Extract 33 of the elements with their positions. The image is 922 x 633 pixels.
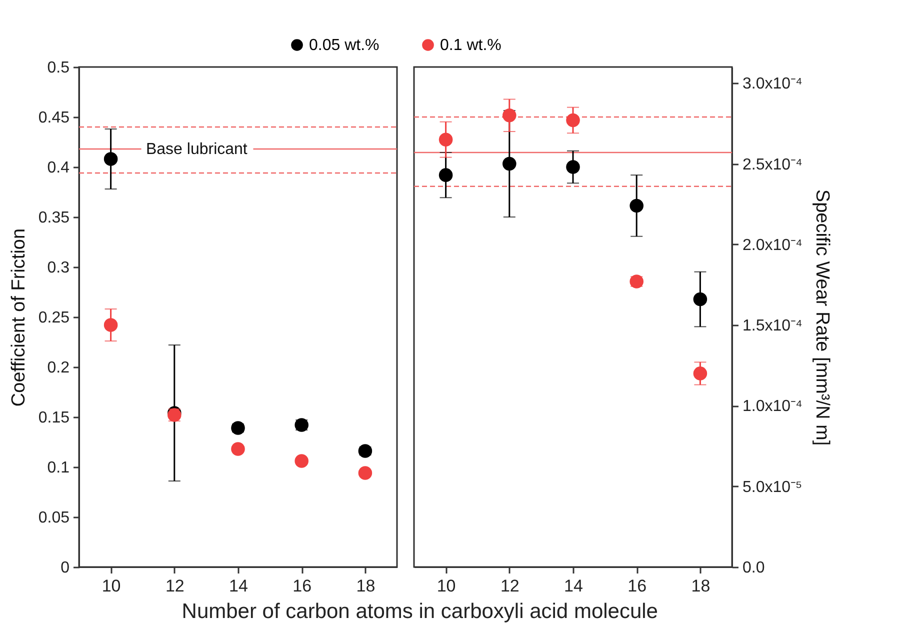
x-tick-label: 10 [436, 576, 456, 596]
y2-tick-label: 0.0 [742, 560, 765, 576]
y2-tick-label: 5.0x10⁻⁵ [742, 478, 802, 496]
legend-label: 0.05 wt.% [309, 37, 380, 54]
y2-tick-label: 3.0x10⁻⁴ [742, 76, 803, 93]
y-tick-label: 0.1 [47, 460, 70, 476]
x-tick-label: 18 [691, 576, 710, 596]
x-tick-label: 18 [356, 576, 376, 596]
x-tick-label: 14 [564, 576, 583, 596]
x-tick-label: 12 [165, 576, 184, 596]
x-axis-title: Number of carbon atoms in carboxyli acid molecule [182, 600, 658, 623]
y2-tick-label: 1.0x10⁻⁴ [742, 398, 803, 416]
y-axis-title: Coefficient of Friction [8, 228, 30, 407]
y-tick-label: 0.05 [38, 510, 70, 526]
y-tick-label: 0 [60, 560, 70, 576]
y-tick-label: 0.45 [38, 110, 70, 126]
x-tick-label: 12 [500, 576, 520, 596]
x-tick-label: 16 [628, 576, 647, 596]
x-tick-label: 16 [292, 576, 312, 596]
y-tick-label: 0.3 [47, 260, 70, 276]
y2-axis-title: Specific Wear Rate [mm³/N m] [811, 189, 832, 446]
y-tick-label: 0.25 [38, 310, 70, 326]
legend-label: 0.1 wt.% [440, 37, 502, 54]
y2-tick-label: 2.0x10⁻⁴ [742, 236, 803, 254]
x-tick-label: 14 [229, 576, 248, 596]
y-tick-label: 0.5 [47, 60, 70, 76]
y-tick-label: 0.4 [47, 160, 70, 176]
y-tick-label: 0.15 [38, 410, 70, 426]
y-tick-label: 0.2 [47, 360, 70, 376]
y2-tick-label: 1.5x10⁻⁴ [742, 318, 803, 335]
x-tick-label: 10 [102, 576, 121, 596]
y-tick-label: 0.35 [38, 210, 70, 226]
y2-tick-label: 2.5x10⁻⁴ [742, 156, 803, 174]
